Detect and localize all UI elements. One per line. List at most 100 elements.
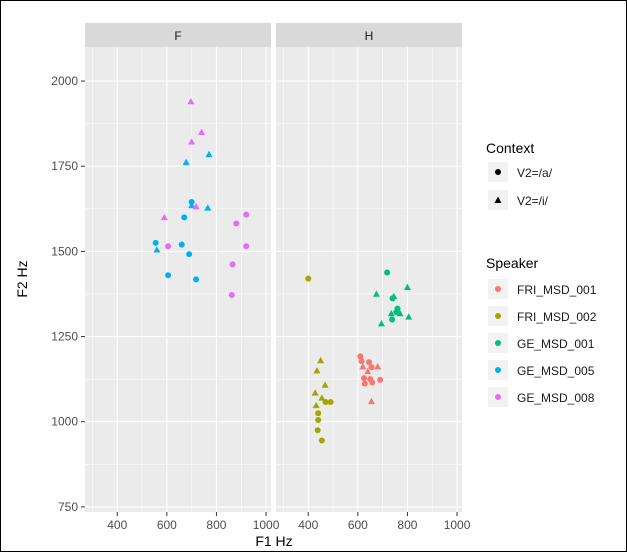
legend-key-swatch: [495, 313, 501, 319]
data-point-triangle: [312, 401, 320, 409]
x-tick-label: 400: [107, 518, 127, 532]
legend-key-swatch: [495, 367, 501, 373]
data-point-circle: [389, 295, 396, 302]
data-point-circle: [243, 211, 250, 218]
data-point-circle: [228, 292, 235, 298]
data-point-triangle: [192, 202, 200, 210]
data-point-triangle: [367, 397, 375, 405]
legend-speaker-label: GE_MSD_008: [517, 391, 595, 405]
legend-speaker-label: FRI_MSD_002: [517, 310, 597, 324]
x-tick-label: 600: [348, 518, 368, 532]
data-point-triangle: [187, 98, 195, 105]
legend-context-label: V2=/a/: [517, 166, 553, 180]
data-point-circle: [233, 220, 240, 227]
legend-speaker-label: GE_MSD_001: [517, 337, 595, 351]
data-point-circle: [369, 379, 376, 386]
data-point-triangle: [377, 320, 385, 327]
data-point-triangle: [318, 394, 326, 401]
data-point-triangle: [374, 363, 382, 370]
x-tick-label: 1000: [444, 518, 471, 532]
data-point-triangle: [364, 367, 372, 375]
data-point-triangle: [321, 381, 329, 388]
grid-layer: [85, 47, 462, 512]
data-point-circle: [377, 376, 384, 383]
data-point-circle: [315, 410, 322, 417]
data-point-circle: [384, 269, 391, 276]
data-point-circle: [178, 241, 185, 248]
data-point-triangle: [317, 356, 325, 364]
legend-context-title: Context: [486, 140, 534, 156]
x-tick-label: 1000: [253, 518, 280, 532]
data-point-circle: [357, 353, 364, 360]
data-point-triangle: [182, 158, 190, 165]
x-tick-label: 600: [157, 518, 177, 532]
data-point-circle: [318, 437, 325, 444]
data-point-circle: [322, 398, 329, 405]
data-point-triangle: [311, 389, 319, 396]
x-tick-label: 400: [298, 518, 318, 532]
legend-speaker-label: GE_MSD_005: [517, 364, 595, 378]
data-point-circle: [358, 358, 365, 365]
data-point-circle: [368, 364, 375, 371]
data-point-triangle: [204, 204, 212, 211]
legend-key-swatch: [495, 340, 501, 346]
legend-speaker-title: Speaker: [486, 255, 538, 271]
legend-context: Context V2=/a/ V2=/i/: [486, 140, 553, 210]
panel-background-f: [85, 47, 271, 512]
legend-key-triangle: [494, 196, 502, 203]
data-point-circle: [366, 359, 372, 366]
data-point-circle: [389, 316, 396, 323]
y-tick-label: 1500: [51, 244, 78, 258]
strip-header-h: [276, 23, 462, 47]
x-axis-title: F1 Hz: [255, 533, 292, 549]
data-point-triangle: [188, 138, 196, 145]
y-tick-label: 750: [58, 500, 78, 514]
y-axis-title: F2 Hz: [14, 260, 30, 297]
data-point-circle: [305, 275, 312, 282]
data-point-triangle: [396, 309, 404, 317]
data-point-triangle: [160, 213, 168, 221]
data-point-circle: [315, 417, 322, 424]
data-point-circle: [327, 398, 334, 405]
data-point-triangle: [198, 128, 206, 135]
data-point-circle: [186, 251, 193, 258]
strip-label-h: H: [365, 29, 374, 43]
data-point-circle: [393, 309, 400, 316]
x-tick-label: 800: [206, 518, 226, 532]
data-point-triangle: [153, 246, 161, 253]
y-tick-label: 1750: [51, 159, 78, 173]
legend-speaker-label: FRI_MSD_001: [517, 283, 597, 297]
data-point-circle: [361, 375, 368, 382]
legend-context-label: V2=/i/: [517, 194, 549, 208]
axis-layer: 750 1000 1250 1500 1750 2000 400 600 800 1000 400 6…: [51, 74, 470, 532]
y-tick-label: 2000: [51, 74, 78, 88]
data-point-triangle: [372, 290, 380, 297]
data-point-circle: [165, 272, 172, 279]
strip-label-f: F: [174, 29, 181, 43]
data-point-triangle: [405, 313, 413, 320]
data-point-circle: [361, 380, 368, 387]
data-point-triangle: [205, 150, 213, 158]
data-point-circle: [165, 243, 172, 250]
legend-key-swatch: [495, 286, 501, 292]
data-point-triangle: [188, 201, 196, 209]
y-tick-label: 1250: [51, 330, 78, 344]
legend-key-circle: [495, 169, 501, 175]
points-layer: [152, 98, 413, 444]
data-point-triangle: [387, 309, 395, 317]
data-point-circle: [243, 243, 250, 250]
legend-speaker: Speaker FRI_MSD_001 FRI_MSD_002 GE_MSD_001…: [486, 255, 597, 407]
data-point-triangle: [403, 283, 411, 290]
data-point-circle: [181, 214, 188, 221]
panel-background-h: [276, 47, 462, 512]
data-point-circle: [314, 427, 321, 434]
data-point-circle: [152, 239, 159, 246]
strip-header-f: [85, 23, 271, 47]
x-tick-label: 800: [397, 518, 417, 532]
data-point-circle: [229, 261, 236, 268]
legend-key-swatch: [495, 394, 501, 400]
data-point-triangle: [359, 363, 367, 370]
data-point-triangle: [313, 367, 321, 374]
